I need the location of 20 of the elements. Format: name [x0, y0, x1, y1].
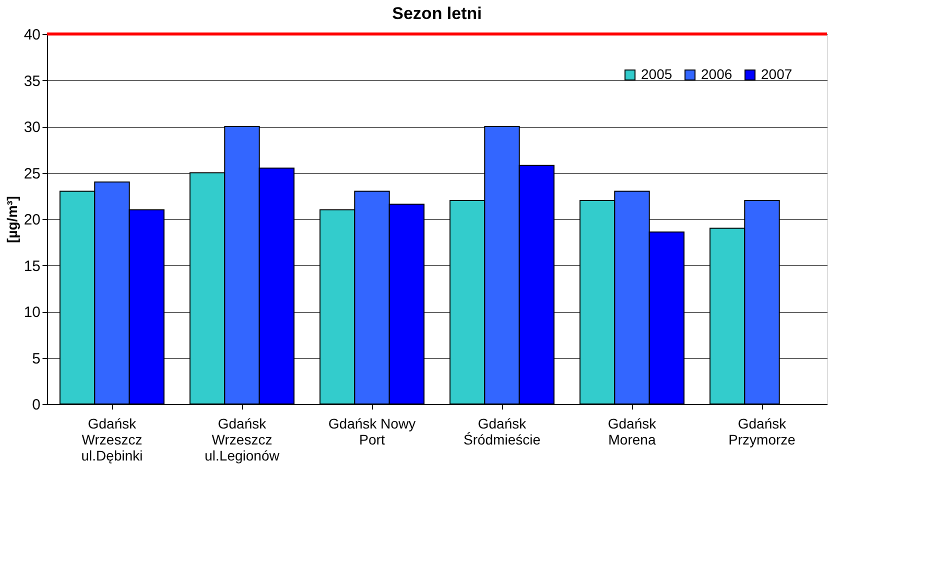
y-tick-label: 40 [24, 26, 40, 44]
x-tick-label: Gdańsk Przymorze [728, 416, 796, 448]
y-tick-label: 10 [24, 304, 40, 321]
x-tick-label: Gdańsk Wrzeszcz ul.Dębinki [81, 416, 143, 464]
legend-label: 2006 [701, 66, 732, 82]
legend-label: 2007 [761, 66, 792, 82]
y-axis-title: [µg/m³] [4, 196, 20, 243]
y-tick-label: 20 [24, 212, 40, 228]
y-tick-label: 15 [24, 258, 40, 275]
y-tick-label: 25 [24, 165, 40, 182]
y-tick-label: 35 [24, 72, 40, 90]
x-tick-label: Gdańsk Śródmieście [463, 416, 541, 448]
y-tick-label: 30 [24, 119, 40, 136]
x-tick-label: Gdańsk Wrzeszcz ul.Legionów [204, 416, 280, 464]
y-tick-label: 0 [32, 396, 40, 414]
x-tick-label: Gdańsk Morena [608, 416, 658, 448]
x-tick-label: Gdańsk Nowy Port [328, 416, 416, 448]
legend-label: 2005 [641, 66, 672, 82]
chart-title: Sezon letni [392, 4, 482, 23]
y-tick-label: 5 [32, 350, 40, 368]
